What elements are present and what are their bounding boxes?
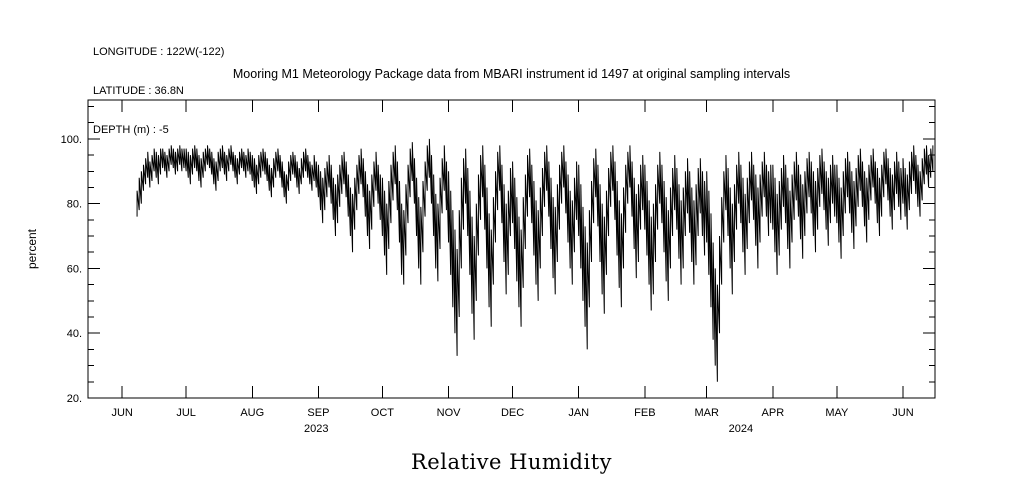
y-tick-label: 40.: [67, 328, 82, 340]
chart-title: Mooring M1 Meteorology Package data from…: [232, 67, 791, 81]
humidity-chart: 20. 40. 60. 80. 100. JUN JUL AUG SEP OCT NOV DEC JA…: [25, 99, 936, 435]
year-label: 2024: [729, 423, 753, 435]
month-tick-label: FEB: [634, 407, 655, 419]
latitude-label: LATITUDE : 36.8N: [93, 85, 184, 97]
month-tick-label: JUN: [111, 407, 132, 419]
month-tick-label: SEP: [307, 407, 329, 419]
x-tick-labels: JUN JUL AUG SEP OCT NOV DEC JAN FEB MAR APR MAY JUN: [111, 407, 913, 419]
y-tick-label: 60.: [67, 263, 82, 275]
longitude-label: LONGITUDE : 122W(-122): [93, 46, 225, 58]
month-tick-label: OCT: [371, 407, 395, 419]
month-tick-label: APR: [762, 407, 785, 419]
plot-frame: [87, 99, 936, 399]
month-tick-label: MAR: [694, 407, 719, 419]
y-tick-label: 80.: [67, 199, 82, 211]
humidity-series: [136, 138, 934, 382]
y-axis-title: percent: [25, 228, 39, 269]
year-label: 2023: [304, 423, 328, 435]
month-tick-label: JUN: [892, 407, 913, 419]
month-tick-label: JAN: [568, 407, 589, 419]
month-tick-label: DEC: [501, 407, 524, 419]
month-tick-label: AUG: [240, 407, 264, 419]
y-tick-labels: 20. 40. 60. 80. 100.: [61, 134, 82, 405]
month-tick-label: JUL: [176, 407, 196, 419]
depth-label: DEPTH (m) : -5: [93, 124, 169, 136]
month-tick-label: MAY: [825, 407, 849, 419]
y-tick-label: 20.: [67, 393, 82, 405]
chart-bottom-title: Relative Humidity: [410, 450, 613, 474]
station-metadata-block: LONGITUDE : 122W(-122) LATITUDE : 36.8N …: [93, 20, 224, 163]
y-tick-label: 100.: [61, 134, 82, 146]
humidity-trace: [136, 138, 934, 382]
month-tick-label: NOV: [437, 407, 462, 419]
axis-ticks: [88, 100, 935, 399]
year-labels: 2023 2024: [304, 423, 753, 435]
y-axis-title-text: percent: [25, 228, 39, 269]
